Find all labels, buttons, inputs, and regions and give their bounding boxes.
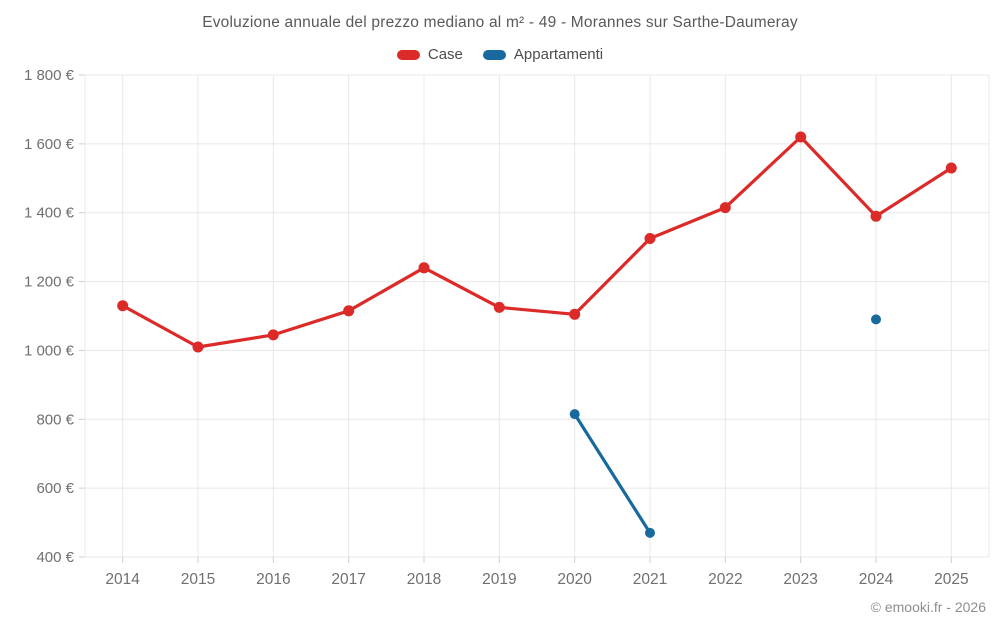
- legend-label-case: Case: [427, 46, 463, 63]
- x-tick-label: 2023: [783, 571, 817, 588]
- point-case-2019: [493, 301, 505, 313]
- x-tick-label: 2021: [633, 571, 667, 588]
- legend-swatch-case: [396, 49, 420, 60]
- x-tick-label: 2020: [557, 571, 592, 588]
- y-tick-label: 400 €: [36, 549, 74, 566]
- y-tick-label: 1 800 €: [24, 67, 75, 84]
- x-tick-label: 2019: [482, 571, 516, 588]
- y-tick-label: 1 600 €: [24, 136, 75, 153]
- point-case-2015: [192, 341, 204, 353]
- legend-label-appartamenti: Appartamenti: [513, 46, 604, 63]
- y-tick-label: 800 €: [36, 411, 74, 428]
- chart-title: Evoluzione annuale del prezzo mediano al…: [202, 14, 798, 31]
- legend: Case Appartamenti: [0, 46, 1000, 63]
- series-line-case: [121, 135, 953, 349]
- point-appartamenti-2021: [645, 527, 655, 538]
- y-tick-label: 1 400 €: [24, 205, 75, 222]
- legend-item-appartamenti[interactable]: Appartamenti: [482, 46, 604, 63]
- x-tick-label: 2024: [859, 571, 894, 588]
- x-tick-label: 2014: [105, 571, 140, 588]
- gridlines: [79, 74, 990, 563]
- point-case-2022: [719, 202, 731, 214]
- legend-item-case[interactable]: Case: [396, 46, 463, 63]
- y-tick-label: 1 000 €: [24, 342, 75, 359]
- x-tick-label: 2022: [708, 571, 742, 588]
- legend-swatch-appartamenti: [482, 49, 506, 60]
- x-tick-label: 2025: [934, 571, 968, 588]
- y-tick-label: 600 €: [36, 480, 74, 497]
- point-case-2016: [267, 329, 279, 341]
- point-case-2014: [117, 300, 129, 312]
- point-case-2025: [945, 162, 957, 174]
- point-case-2023: [795, 131, 807, 143]
- point-case-2024: [870, 210, 882, 222]
- series: [117, 131, 957, 538]
- point-appartamenti-2024: [871, 314, 881, 325]
- x-tick-label: 2016: [256, 571, 290, 588]
- x-tick-label: 2017: [331, 571, 365, 588]
- point-case-2017: [343, 305, 355, 317]
- point-case-2018: [418, 262, 430, 274]
- axis-labels: 400 € 600 € 800 € 1 000 € 1 200 € 1 400 € 1 60…: [24, 67, 969, 588]
- x-tick-label: 2018: [407, 571, 441, 588]
- point-appartamenti-2020: [569, 409, 580, 420]
- y-tick-label: 1 200 €: [24, 274, 75, 291]
- copyright: © emooki.fr - 2026: [870, 599, 986, 615]
- x-tick-label: 2015: [181, 571, 215, 588]
- point-case-2021: [644, 233, 656, 244]
- point-case-2020: [569, 308, 581, 320]
